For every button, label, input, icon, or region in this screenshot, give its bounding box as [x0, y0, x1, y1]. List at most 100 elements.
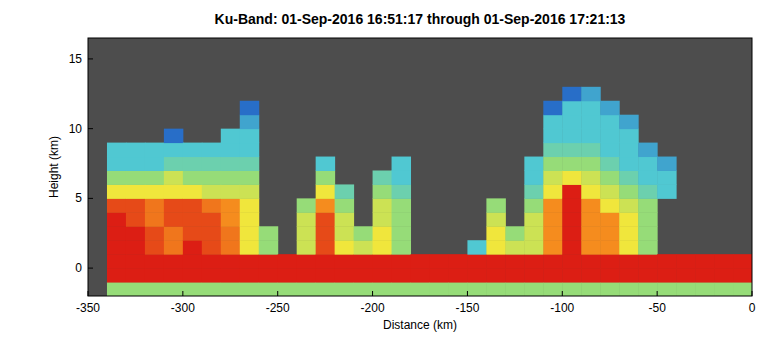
cell	[373, 170, 392, 184]
cell	[202, 240, 221, 254]
cell	[638, 226, 657, 240]
cell	[543, 101, 562, 115]
cell	[581, 254, 600, 268]
cell	[448, 254, 467, 268]
cell	[562, 282, 581, 296]
cell	[221, 184, 240, 198]
x-tick	[657, 291, 658, 296]
cell	[581, 170, 600, 184]
cell	[581, 101, 600, 115]
cell	[581, 212, 600, 226]
cell	[297, 254, 316, 268]
cell	[164, 198, 183, 212]
cell	[392, 226, 411, 240]
cell	[543, 254, 562, 268]
x-tick	[277, 291, 278, 296]
chart: -350-300-250-200-150-100-500051015Ku-Ban…	[0, 0, 769, 347]
cell	[259, 254, 278, 268]
cell	[240, 254, 259, 268]
cell	[221, 198, 240, 212]
x-tick-label: -50	[648, 301, 666, 315]
cell	[259, 282, 278, 296]
cell	[354, 240, 373, 254]
cell	[524, 282, 543, 296]
cell	[543, 212, 562, 226]
cell	[107, 268, 126, 282]
cell	[581, 129, 600, 143]
cell	[392, 268, 411, 282]
cell	[202, 157, 221, 171]
cell	[486, 240, 505, 254]
cell	[733, 282, 752, 296]
cell	[543, 129, 562, 143]
cell	[240, 212, 259, 226]
cell	[524, 198, 543, 212]
cell	[695, 254, 714, 268]
cell	[240, 226, 259, 240]
cell	[619, 282, 638, 296]
cell	[107, 157, 126, 171]
cell	[562, 170, 581, 184]
cell	[581, 87, 600, 101]
cell	[467, 254, 486, 268]
cell	[581, 157, 600, 171]
x-tick-label: -350	[76, 301, 100, 315]
cell	[486, 282, 505, 296]
cell	[107, 212, 126, 226]
cell	[581, 198, 600, 212]
cell	[581, 184, 600, 198]
cell	[164, 212, 183, 226]
cell	[126, 212, 145, 226]
cell	[486, 212, 505, 226]
cell	[164, 143, 183, 157]
cell	[126, 198, 145, 212]
cell	[619, 129, 638, 143]
cell	[467, 240, 486, 254]
cell	[164, 129, 183, 143]
cell	[164, 184, 183, 198]
cell	[448, 282, 467, 296]
cell	[619, 254, 638, 268]
x-tick-label: -200	[361, 301, 385, 315]
cell	[600, 254, 619, 268]
cell	[638, 212, 657, 226]
cell	[657, 268, 676, 282]
cell	[183, 198, 202, 212]
cell	[183, 240, 202, 254]
cell	[335, 226, 354, 240]
cell	[581, 226, 600, 240]
cell	[335, 254, 354, 268]
cell	[354, 226, 373, 240]
cell	[543, 268, 562, 282]
cell	[335, 268, 354, 282]
cell	[316, 240, 335, 254]
cell	[221, 282, 240, 296]
cell	[354, 268, 373, 282]
cell	[695, 282, 714, 296]
cell	[600, 143, 619, 157]
cell	[486, 226, 505, 240]
cell	[202, 170, 221, 184]
cell	[221, 212, 240, 226]
cell	[126, 254, 145, 268]
cell	[733, 268, 752, 282]
cell	[411, 268, 430, 282]
cell	[562, 226, 581, 240]
cell	[240, 240, 259, 254]
cell	[240, 143, 259, 157]
y-tick	[88, 58, 93, 59]
cell	[543, 157, 562, 171]
cell	[638, 282, 657, 296]
cell	[638, 184, 657, 198]
cell	[619, 212, 638, 226]
cell	[657, 184, 676, 198]
cell	[183, 212, 202, 226]
cell	[126, 184, 145, 198]
cell	[202, 143, 221, 157]
cell	[524, 157, 543, 171]
cell	[316, 212, 335, 226]
cell	[600, 101, 619, 115]
x-tick	[182, 291, 183, 296]
cell	[164, 157, 183, 171]
cell	[373, 212, 392, 226]
